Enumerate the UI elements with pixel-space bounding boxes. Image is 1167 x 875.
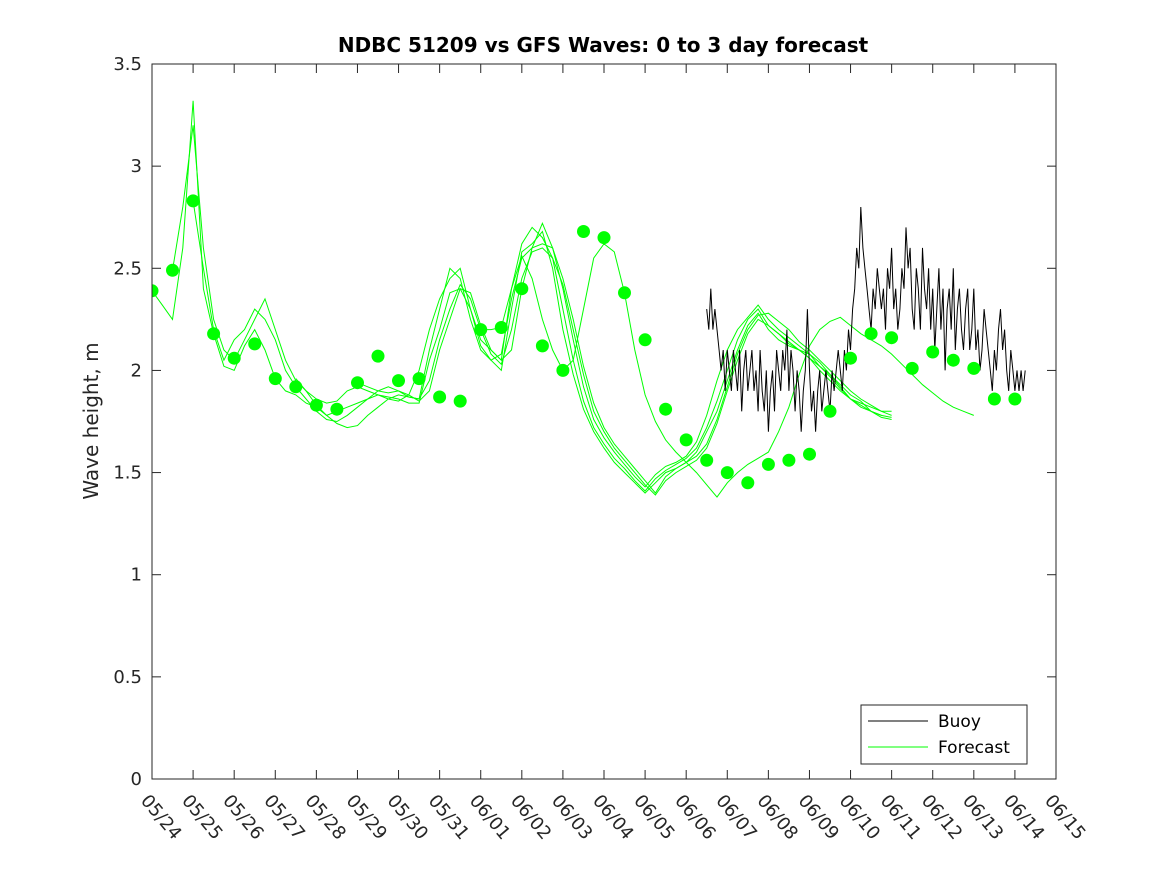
forecast-marker [309, 398, 323, 412]
y-tick-label: 3.5 [113, 54, 142, 75]
legend: Buoy Forecast [860, 704, 1028, 765]
forecast-marker [885, 331, 899, 345]
legend-box [860, 704, 1028, 765]
forecast-marker [618, 286, 631, 300]
forecast-marker [926, 345, 940, 359]
x-tick-label: 05/25 [177, 791, 226, 844]
x-tick-label: 06/06 [670, 791, 719, 844]
forecast-marker [1008, 392, 1022, 406]
x-tick-label: 06/07 [711, 791, 760, 844]
x-tick-label: 06/01 [465, 791, 514, 844]
x-tick-label: 06/05 [629, 791, 678, 844]
x-tick-label: 06/12 [917, 791, 966, 844]
forecast-marker [351, 376, 364, 390]
x-tick-label: 06/03 [547, 791, 596, 844]
forecast-marker [638, 333, 652, 347]
forecast-line-1 [172, 125, 892, 492]
forecast-marker [227, 351, 241, 365]
forecast-marker [392, 374, 405, 388]
forecast-marker [186, 194, 200, 208]
x-tick-label: 06/04 [588, 791, 637, 844]
x-tick-label: 05/27 [259, 791, 308, 844]
forecast-marker [679, 433, 693, 447]
forecast-line-3 [295, 247, 882, 496]
forecast-marker [946, 353, 960, 367]
x-tick-label: 05/24 [136, 791, 185, 844]
forecast-marker [207, 327, 221, 341]
x-tick-label: 06/11 [876, 791, 925, 844]
forecast-marker [720, 466, 734, 480]
forecast-marker [577, 225, 590, 238]
forecast-line-2 [192, 200, 892, 488]
y-tick-label: 3 [131, 156, 142, 177]
x-tick-label: 06/14 [999, 791, 1048, 844]
y-tick-label: 0 [131, 769, 142, 790]
forecast-marker [166, 263, 179, 277]
x-tick-label: 06/02 [506, 791, 555, 844]
y-tick-label: 1 [131, 565, 142, 586]
x-tick-label: 06/15 [1040, 791, 1089, 844]
forecast-marker [597, 231, 611, 245]
forecast-marker [803, 447, 816, 461]
x-tick-label: 05/29 [342, 791, 391, 844]
plot-area [152, 100, 1026, 498]
forecast-marker [782, 453, 796, 467]
forecast-line-4 [357, 243, 892, 494]
forecast-marker [659, 402, 673, 416]
buoy-line [706, 206, 1026, 432]
x-tick-label: 06/09 [794, 791, 843, 844]
y-axis-label: Wave height, m [79, 342, 103, 499]
forecast-marker [330, 402, 344, 416]
forecast-marker [289, 380, 303, 394]
x-tick-label: 05/28 [301, 791, 350, 844]
series-group [152, 100, 1026, 498]
forecast-marker [268, 372, 282, 386]
legend-forecast-label: Forecast [938, 738, 1010, 758]
forecast-marker [453, 394, 467, 408]
forecast-marker [967, 361, 981, 375]
forecast-marker [864, 327, 878, 341]
forecast-marker [433, 390, 447, 404]
forecast-marker [412, 372, 426, 386]
axes-box [151, 63, 1057, 780]
y-tick-label: 0.5 [113, 667, 142, 688]
x-tick-label: 05/31 [424, 791, 473, 844]
forecast-marker [248, 337, 262, 351]
y-tick-label: 2.5 [113, 258, 142, 279]
x-tick-label: 05/30 [383, 791, 432, 844]
forecast-marker [494, 321, 508, 334]
forecast-marker [535, 339, 549, 353]
forecast-marker [371, 349, 385, 363]
forecast-marker [844, 351, 857, 365]
forecast-marker [761, 457, 775, 471]
legend-buoy-label: Buoy [938, 712, 981, 732]
forecast-marker [556, 363, 570, 377]
y-tick-label: 1.5 [113, 463, 142, 484]
chart-title: NDBC 51209 vs GFS Waves: 0 to 3 day fore… [338, 33, 869, 57]
forecast-marker [474, 323, 488, 337]
x-tick-label: 06/13 [958, 791, 1007, 844]
forecast-marker [741, 476, 755, 490]
x-tick-label: 06/10 [835, 791, 884, 844]
forecast-marker [987, 392, 1001, 406]
forecast-marker [823, 404, 837, 418]
x-tick-label: 05/26 [218, 791, 267, 844]
x-tick-label: 06/08 [753, 791, 802, 844]
forecast-marker [905, 361, 919, 375]
forecast-marker [515, 282, 529, 296]
forecast-marker [700, 453, 714, 467]
y-tick-label: 2 [131, 360, 142, 381]
forecast-line-0 [152, 100, 892, 494]
forecast-marker [152, 284, 159, 298]
